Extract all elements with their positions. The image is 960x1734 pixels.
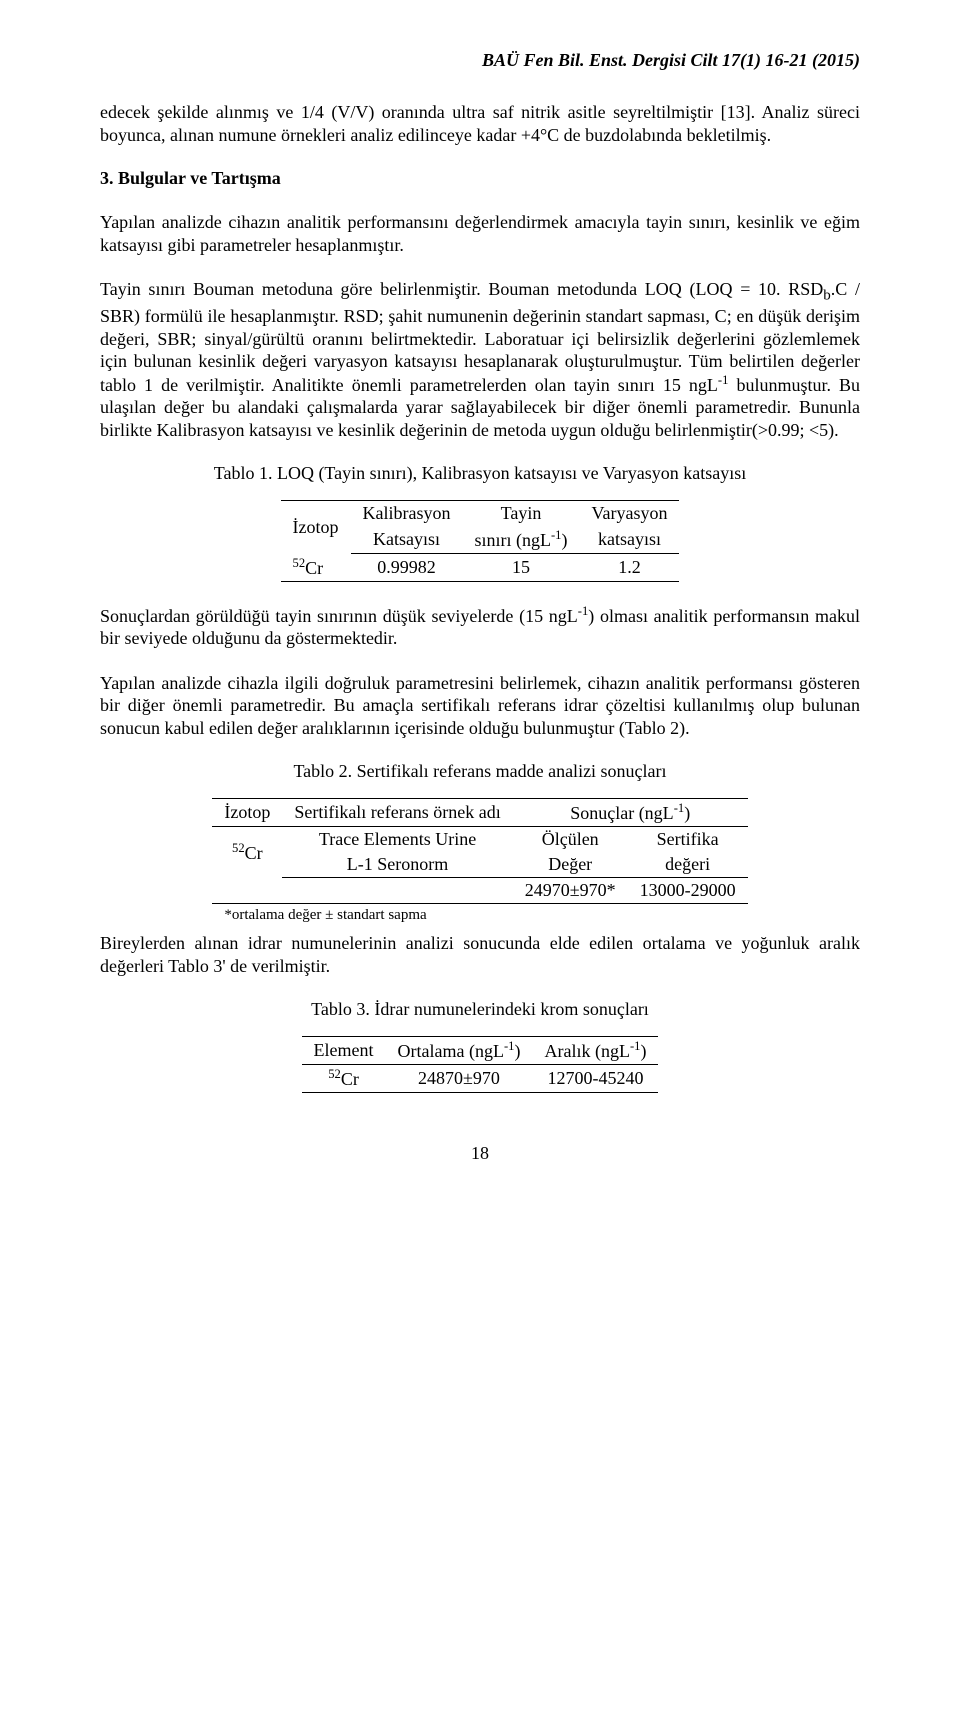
table2-subheader-measured-1: Ölçülen (513, 827, 628, 853)
text-span: sınırı (ngL (474, 530, 551, 550)
paragraph-3: Tayin sınırı Bouman metoduna göre belirl… (100, 278, 860, 441)
table1: İzotop Kalibrasyon Tayin Varyasyon Katsa… (281, 500, 680, 582)
table2-val-cert: 13000-29000 (628, 878, 748, 904)
text-span: ) (640, 1041, 646, 1061)
text-span: Aralık (ngL (544, 1041, 629, 1061)
table2-subheader-cert-2: değeri (628, 852, 748, 878)
table1-header-calibration-2: Katsayısı (351, 526, 463, 554)
table3-row1-mean: 24870±970 (386, 1065, 533, 1093)
table3: Element Ortalama (ngL-1) Aralık (ngL-1) … (302, 1036, 659, 1093)
table1-row1-loq: 15 (462, 554, 579, 582)
table2: İzotop Sertifikalı referans örnek adı So… (212, 798, 747, 926)
text-span: Cr (341, 1069, 359, 1089)
text-span: ) (514, 1041, 520, 1061)
table2-header-results: Sonuçlar (ngL-1) (513, 799, 748, 827)
text-span: Tayin sınırı Bouman metoduna göre belirl… (100, 279, 823, 299)
table1-header-loq-2: sınırı (ngL-1) (462, 526, 579, 554)
table2-header-refname: Sertifikalı referans örnek adı (282, 799, 512, 827)
paragraph-6: Bireylerden alınan idrar numunelerinin a… (100, 932, 860, 977)
table2-subheader-measured-2: Değer (513, 852, 628, 878)
text-span: ) (684, 803, 690, 823)
superscript: 52 (328, 1067, 341, 1081)
superscript: -1 (504, 1039, 515, 1053)
table2-subheader-cert-1: Sertifika (628, 827, 748, 853)
table1-caption: Tablo 1. LOQ (Tayin sınırı), Kalibrasyon… (100, 463, 860, 484)
table1-row1-calibration: 0.99982 (351, 554, 463, 582)
journal-header: BAÜ Fen Bil. Enst. Dergisi Cilt 17(1) 16… (100, 50, 860, 71)
section-heading: 3. Bulgular ve Tartışma (100, 168, 860, 189)
table1-header-loq-1: Tayin (462, 501, 579, 527)
superscript: -1 (630, 1039, 641, 1053)
table1-header-isotope: İzotop (281, 501, 351, 554)
table2-header-isotope: İzotop (212, 799, 282, 827)
table3-row1-element: 52Cr (302, 1065, 386, 1093)
table2-caption: Tablo 2. Sertifikalı referans madde anal… (100, 761, 860, 782)
superscript: 52 (232, 841, 245, 855)
superscript: -1 (578, 604, 589, 618)
table3-row1-range: 12700-45240 (532, 1065, 658, 1093)
page-number: 18 (100, 1143, 860, 1164)
paragraph-4: Sonuçlardan görüldüğü tayin sınırının dü… (100, 604, 860, 650)
superscript: -1 (718, 373, 729, 387)
superscript: 52 (293, 556, 306, 570)
text-span: Ortalama (ngL (398, 1041, 504, 1061)
table1-header-variation-1: Varyasyon (579, 501, 679, 527)
superscript: -1 (674, 801, 685, 815)
table3-header-mean: Ortalama (ngL-1) (386, 1037, 533, 1065)
table3-header-range: Aralık (ngL-1) (532, 1037, 658, 1065)
superscript: -1 (551, 528, 562, 542)
table1-row1-isotope: 52Cr (281, 554, 351, 582)
table1-row1-variation: 1.2 (579, 554, 679, 582)
text-span: Sonuçlar (ngL (570, 803, 673, 823)
text-span: ) (561, 530, 567, 550)
text-span: Cr (305, 558, 323, 578)
table2-footnote: *ortalama değer ± standart sapma (212, 904, 747, 927)
paragraph-5: Yapılan analizde cihazla ilgili doğruluk… (100, 672, 860, 740)
paragraph-intro: edecek şekilde alınmış ve 1/4 (V/V) oran… (100, 101, 860, 146)
table2-row-isotope: 52Cr (212, 827, 282, 878)
table3-header-element: Element (302, 1037, 386, 1065)
text-span: Cr (245, 843, 263, 863)
table2-row-refname-2: L-1 Seronorm (282, 852, 512, 878)
table1-header-calibration-1: Kalibrasyon (351, 501, 463, 527)
table2-val-measured: 24970±970* (513, 878, 628, 904)
subscript: b (823, 288, 831, 304)
paragraph-2: Yapılan analizde cihazın analitik perfor… (100, 211, 860, 256)
text-span: Sonuçlardan görüldüğü tayin sınırının dü… (100, 606, 578, 626)
table1-header-variation-2: katsayısı (579, 526, 679, 554)
table3-caption: Tablo 3. İdrar numunelerindeki krom sonu… (100, 999, 860, 1020)
table2-row-refname-1: Trace Elements Urine (282, 827, 512, 853)
